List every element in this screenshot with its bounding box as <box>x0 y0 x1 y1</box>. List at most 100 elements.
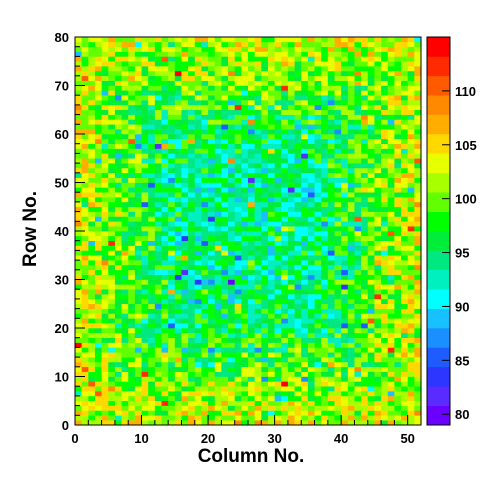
heatmap-cell <box>75 240 82 246</box>
heatmap-cell <box>161 216 169 222</box>
heatmap-cell <box>221 75 229 81</box>
heatmap-cell <box>214 289 222 295</box>
heatmap-cell <box>314 298 322 305</box>
heatmap-cell <box>394 51 402 57</box>
y-tick-label: 70 <box>55 79 69 94</box>
heatmap-cell <box>188 342 196 348</box>
heatmap-cell <box>354 95 362 101</box>
heatmap-cell <box>387 366 395 372</box>
heatmap-cell <box>201 279 209 285</box>
heatmap-cell <box>181 177 189 183</box>
heatmap-cell <box>188 51 196 57</box>
heatmap-cell <box>327 51 335 57</box>
heatmap-cell <box>381 216 389 222</box>
heatmap-cell <box>367 318 375 324</box>
heatmap-cell <box>381 85 389 91</box>
heatmap-cell <box>401 260 408 266</box>
heatmap-cell <box>361 41 369 47</box>
heatmap-cell <box>387 192 395 198</box>
heatmap-cell <box>128 395 136 402</box>
heatmap-cell <box>168 206 176 212</box>
heatmap-cell <box>174 134 182 140</box>
heatmap-cell <box>161 75 169 81</box>
heatmap-cell <box>281 90 289 96</box>
heatmap-cell <box>387 250 395 256</box>
heatmap-cell <box>341 420 349 426</box>
heatmap-cell <box>208 46 216 52</box>
heatmap-cell <box>188 148 196 154</box>
heatmap-cell <box>341 201 349 208</box>
heatmap-cell <box>121 66 129 72</box>
heatmap-cell <box>387 177 395 183</box>
heatmap-cell <box>394 129 402 135</box>
heatmap-cell <box>341 294 349 300</box>
heatmap-cell <box>274 104 282 111</box>
heatmap-cell <box>261 80 269 86</box>
heatmap-cell <box>367 357 375 363</box>
heatmap-cell <box>161 337 169 343</box>
heatmap-cell <box>221 100 229 106</box>
heatmap-cell <box>254 245 262 251</box>
heatmap-cell <box>221 410 229 416</box>
heatmap-cell <box>201 148 209 154</box>
heatmap-cell <box>134 104 142 111</box>
heatmap-cell <box>367 298 375 305</box>
heatmap-cell <box>214 61 222 67</box>
heatmap-cell <box>168 143 176 149</box>
heatmap-cell <box>94 85 102 91</box>
heatmap-cell <box>141 41 149 47</box>
heatmap-cell <box>274 148 282 154</box>
heatmap-cell <box>314 66 322 72</box>
x-tick-label: 20 <box>201 431 215 446</box>
heatmap-cell <box>248 391 255 397</box>
heatmap-cell <box>134 201 142 208</box>
heatmap-cell <box>208 201 216 208</box>
heatmap-cell <box>367 381 375 387</box>
heatmap-cell <box>341 318 349 324</box>
heatmap-cell <box>287 148 295 154</box>
heatmap-cell <box>287 231 295 237</box>
heatmap-cell <box>261 371 269 377</box>
heatmap-cell <box>134 187 142 193</box>
heatmap-cell <box>134 269 142 275</box>
heatmap-cell <box>254 303 262 309</box>
heatmap-cell <box>194 240 202 246</box>
heatmap-cell <box>274 109 282 115</box>
heatmap-cell <box>307 124 315 130</box>
heatmap-cell <box>101 124 109 130</box>
heatmap-cell <box>94 245 102 251</box>
heatmap-cell <box>228 289 235 295</box>
heatmap-cell <box>267 124 275 130</box>
heatmap-cell <box>254 104 262 111</box>
heatmap-cell <box>387 85 395 91</box>
heatmap-cell <box>254 366 262 372</box>
heatmap-cell <box>168 328 176 334</box>
heatmap-cell <box>374 303 382 309</box>
heatmap-cell <box>168 85 176 91</box>
heatmap-cell <box>108 323 116 329</box>
heatmap-cell <box>88 104 96 111</box>
heatmap-cell <box>154 323 162 329</box>
heatmap-cell <box>248 264 255 271</box>
heatmap-cell <box>341 104 349 111</box>
heatmap-cell <box>134 352 142 358</box>
heatmap-cell <box>241 201 249 208</box>
heatmap-cell <box>347 323 355 329</box>
heatmap-cell <box>354 80 362 86</box>
heatmap-cell <box>274 143 282 149</box>
heatmap-cell <box>75 114 82 120</box>
heatmap-cell <box>387 148 395 154</box>
heatmap-cell <box>101 269 109 275</box>
heatmap-cell <box>387 235 395 241</box>
heatmap-cell <box>94 332 102 338</box>
heatmap-cell <box>301 56 309 62</box>
heatmap-cell <box>134 303 142 309</box>
heatmap-cell <box>381 240 389 246</box>
heatmap-cell <box>301 177 309 183</box>
heatmap-cell <box>181 221 189 227</box>
heatmap-cell <box>341 172 349 178</box>
heatmap-cell <box>214 85 222 91</box>
heatmap-cell <box>208 308 216 314</box>
heatmap-cell <box>274 294 282 300</box>
heatmap-cell <box>327 90 335 96</box>
